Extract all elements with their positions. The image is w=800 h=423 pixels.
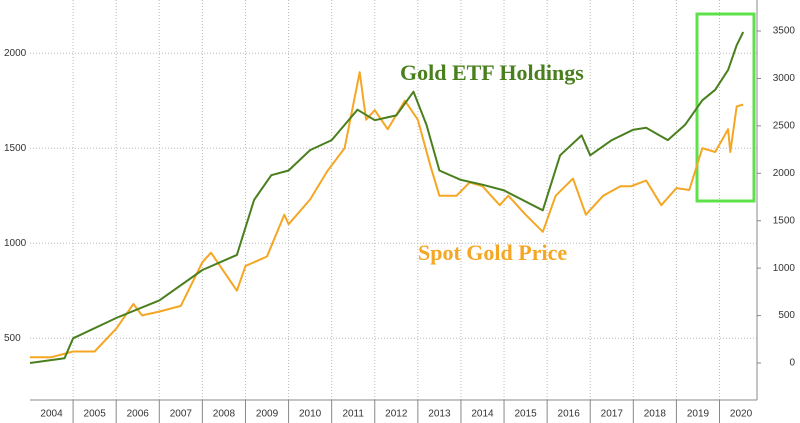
y-tick-label: 1000 bbox=[4, 238, 27, 249]
highlight-box bbox=[695, 12, 756, 203]
y2-tick-label: 500 bbox=[778, 310, 795, 321]
x-tick-label: 2004 bbox=[40, 409, 63, 420]
x-tick-label: 2013 bbox=[428, 409, 451, 420]
annotation: Gold ETF Holdings bbox=[400, 60, 584, 85]
x-tick-label: 2016 bbox=[558, 409, 581, 420]
y2-tick-label: 1500 bbox=[773, 215, 796, 226]
x-tick-label: 2006 bbox=[127, 409, 150, 420]
x-tick-label: 2015 bbox=[514, 409, 537, 420]
annotation: Spot Gold Price bbox=[418, 240, 567, 265]
y2-tick-label: 2500 bbox=[773, 121, 796, 132]
x-tick-label: 2014 bbox=[471, 409, 494, 420]
y2-tick-label: 1000 bbox=[773, 263, 796, 274]
x-tick-label: 2010 bbox=[299, 409, 322, 420]
x-tick-label: 2012 bbox=[385, 409, 408, 420]
series-line bbox=[29, 31, 745, 364]
y2-tick-label: 3500 bbox=[773, 26, 796, 37]
x-tick-label: 2008 bbox=[213, 409, 236, 420]
y2-tick-label: 3000 bbox=[773, 73, 796, 84]
x-tick-label: 2009 bbox=[256, 409, 279, 420]
x-tick-label: 2019 bbox=[687, 409, 710, 420]
x-tick-label: 2017 bbox=[601, 409, 624, 420]
series-line bbox=[30, 71, 744, 359]
y-tick-label: 500 bbox=[4, 333, 21, 344]
x-tick-label: 2007 bbox=[170, 409, 193, 420]
y2-tick-label: 2000 bbox=[773, 168, 796, 179]
y2-tick-label: 0 bbox=[789, 358, 795, 369]
y-tick-label: 1500 bbox=[4, 143, 27, 154]
y-tick-label: 2000 bbox=[4, 48, 27, 59]
x-tick-label: 2005 bbox=[84, 409, 107, 420]
x-tick-label: 2018 bbox=[644, 409, 667, 420]
x-tick-label: 2011 bbox=[342, 409, 364, 420]
x-tick-label: 2020 bbox=[730, 409, 753, 420]
